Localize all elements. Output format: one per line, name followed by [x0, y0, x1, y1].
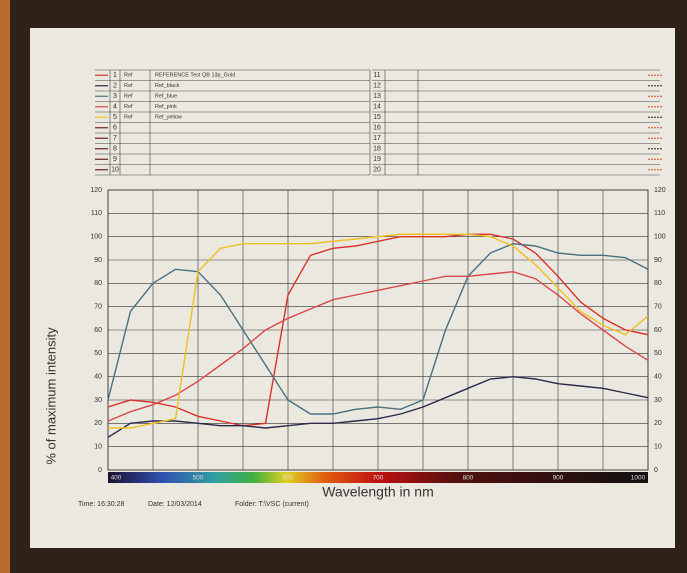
y-tick-label: 0 [98, 467, 102, 474]
footer-time: Time: 16:30:28 [78, 501, 125, 508]
series-line [108, 233, 649, 429]
row-number: 14 [373, 104, 381, 111]
footer-folder: Folder: T:\VSC (current) [235, 501, 309, 508]
x-tick-label: 400 [111, 475, 122, 482]
footer-date: Date: 12/03/2014 [148, 501, 202, 508]
x-tick-label: 1000 [631, 475, 646, 482]
series-line [107, 270, 649, 422]
y-tick-label: 90 [94, 257, 102, 264]
legend-entry: Ref_blue [155, 94, 177, 100]
row-kind: Ref [124, 73, 133, 79]
y-tick-label: 110 [91, 210, 102, 217]
row-number: 15 [373, 114, 381, 121]
series-line [107, 375, 649, 438]
y-tick-label: 80 [94, 280, 102, 287]
y2-tick-label: 0 [654, 467, 658, 474]
series-line [107, 233, 649, 427]
row-number: 7 [113, 135, 117, 142]
y2-tick-label: 40 [654, 374, 662, 381]
y-tick-label: 50 [94, 350, 102, 357]
row-kind: Ref [124, 83, 133, 89]
row-number: 8 [113, 146, 117, 153]
y2-tick-label: 20 [654, 420, 662, 427]
y2-tick-label: 120 [654, 187, 666, 194]
row-kind: Ref [124, 94, 133, 100]
x-axis-title: Wavelength in nm [322, 484, 434, 500]
y2-tick-label: 70 [654, 304, 662, 311]
y-axis-title: % of maximum intensity [43, 327, 58, 465]
y2-tick-label: 50 [654, 350, 662, 357]
y2-tick-label: 100 [654, 234, 666, 241]
row-number: 9 [113, 156, 117, 163]
y2-tick-label: 30 [654, 397, 662, 404]
row-number: 10 [111, 167, 119, 174]
y-tick-label: 70 [94, 304, 102, 311]
row-number: 19 [373, 156, 381, 163]
y2-tick-label: 10 [654, 444, 662, 451]
row-kind: Ref [124, 115, 133, 121]
row-number: 12 [373, 83, 381, 90]
y-tick-label: 10 [94, 444, 102, 451]
row-number: 4 [113, 104, 117, 111]
row-number: 17 [373, 135, 381, 142]
spectrum-bar [108, 472, 648, 483]
row-number: 16 [373, 125, 381, 132]
y-tick-label: 40 [94, 374, 102, 381]
y-tick-label: 30 [94, 397, 102, 404]
row-number: 6 [113, 125, 117, 132]
row-number: 3 [113, 93, 117, 100]
left-edge [0, 0, 10, 573]
y2-tick-label: 110 [654, 210, 665, 217]
y2-tick-label: 60 [654, 327, 662, 334]
x-tick-label: 800 [463, 475, 474, 482]
row-number: 20 [373, 167, 381, 174]
y2-tick-label: 80 [654, 280, 662, 287]
legend-entry: Ref_black [155, 83, 180, 89]
legend-entry: Ref_yellow [155, 115, 182, 121]
x-tick-label: 500 [193, 475, 204, 482]
y-tick-label: 120 [90, 187, 102, 194]
row-number: 11 [373, 72, 380, 79]
row-number: 13 [373, 93, 381, 100]
y-tick-label: 100 [90, 234, 102, 241]
legend-entry: REFERENCE Test QB 13p_Gold [155, 73, 235, 79]
x-tick-label: 700 [373, 475, 384, 482]
legend-entry: Ref_pink [155, 104, 177, 110]
row-kind: Ref [124, 104, 133, 110]
row-number: 2 [113, 83, 117, 90]
x-tick-label: 900 [553, 475, 564, 482]
y-tick-label: 60 [94, 327, 102, 334]
row-number: 1 [113, 72, 117, 79]
row-number: 18 [373, 146, 381, 153]
x-tick-label: 600 [283, 475, 294, 482]
row-number: 5 [113, 114, 117, 121]
y-tick-label: 20 [94, 420, 102, 427]
y2-tick-label: 90 [654, 257, 662, 264]
